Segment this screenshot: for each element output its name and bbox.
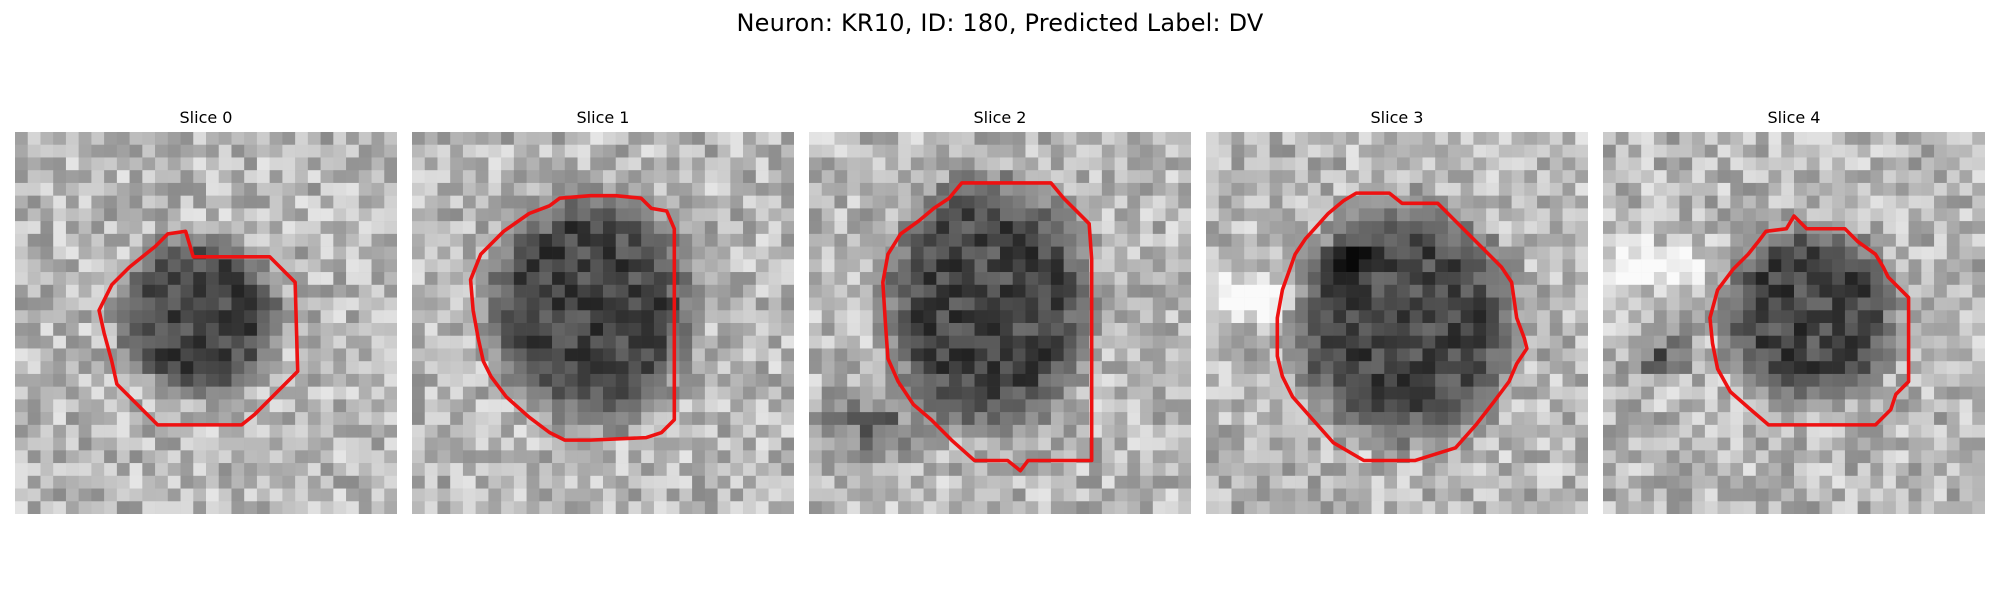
slice-title: Slice 1	[576, 108, 630, 127]
cell-contour	[97, 229, 300, 427]
slice-image-0	[15, 132, 397, 514]
pixel-grid	[15, 132, 397, 514]
slice-image-2	[809, 132, 1191, 514]
slice-panel-3: Slice 3	[1206, 108, 1588, 514]
slice-image-1	[412, 132, 794, 514]
slice-image-4	[1603, 132, 1985, 514]
cell-contour	[468, 193, 677, 442]
cell-contour	[881, 181, 1094, 473]
pixel-grid	[412, 132, 794, 514]
pixel-grid	[1603, 132, 1985, 514]
slice-title: Slice 0	[179, 108, 233, 127]
slice-title: Slice 4	[1767, 108, 1821, 127]
slice-panel-4: Slice 4	[1603, 108, 1985, 514]
figure-title: Neuron: KR10, ID: 180, Predicted Label: …	[736, 9, 1264, 37]
pixel-grid	[1206, 132, 1588, 514]
slice-image-3	[1206, 132, 1588, 514]
slice-panel-1: Slice 1	[412, 108, 794, 514]
cell-contour	[1708, 214, 1911, 427]
slice-panel-2: Slice 2	[809, 108, 1191, 514]
pixel-grid	[809, 132, 1191, 514]
cell-contour	[1275, 191, 1529, 463]
slice-panel-0: Slice 0	[15, 108, 397, 514]
slice-title: Slice 3	[1370, 108, 1424, 127]
slice-title: Slice 2	[973, 108, 1027, 127]
